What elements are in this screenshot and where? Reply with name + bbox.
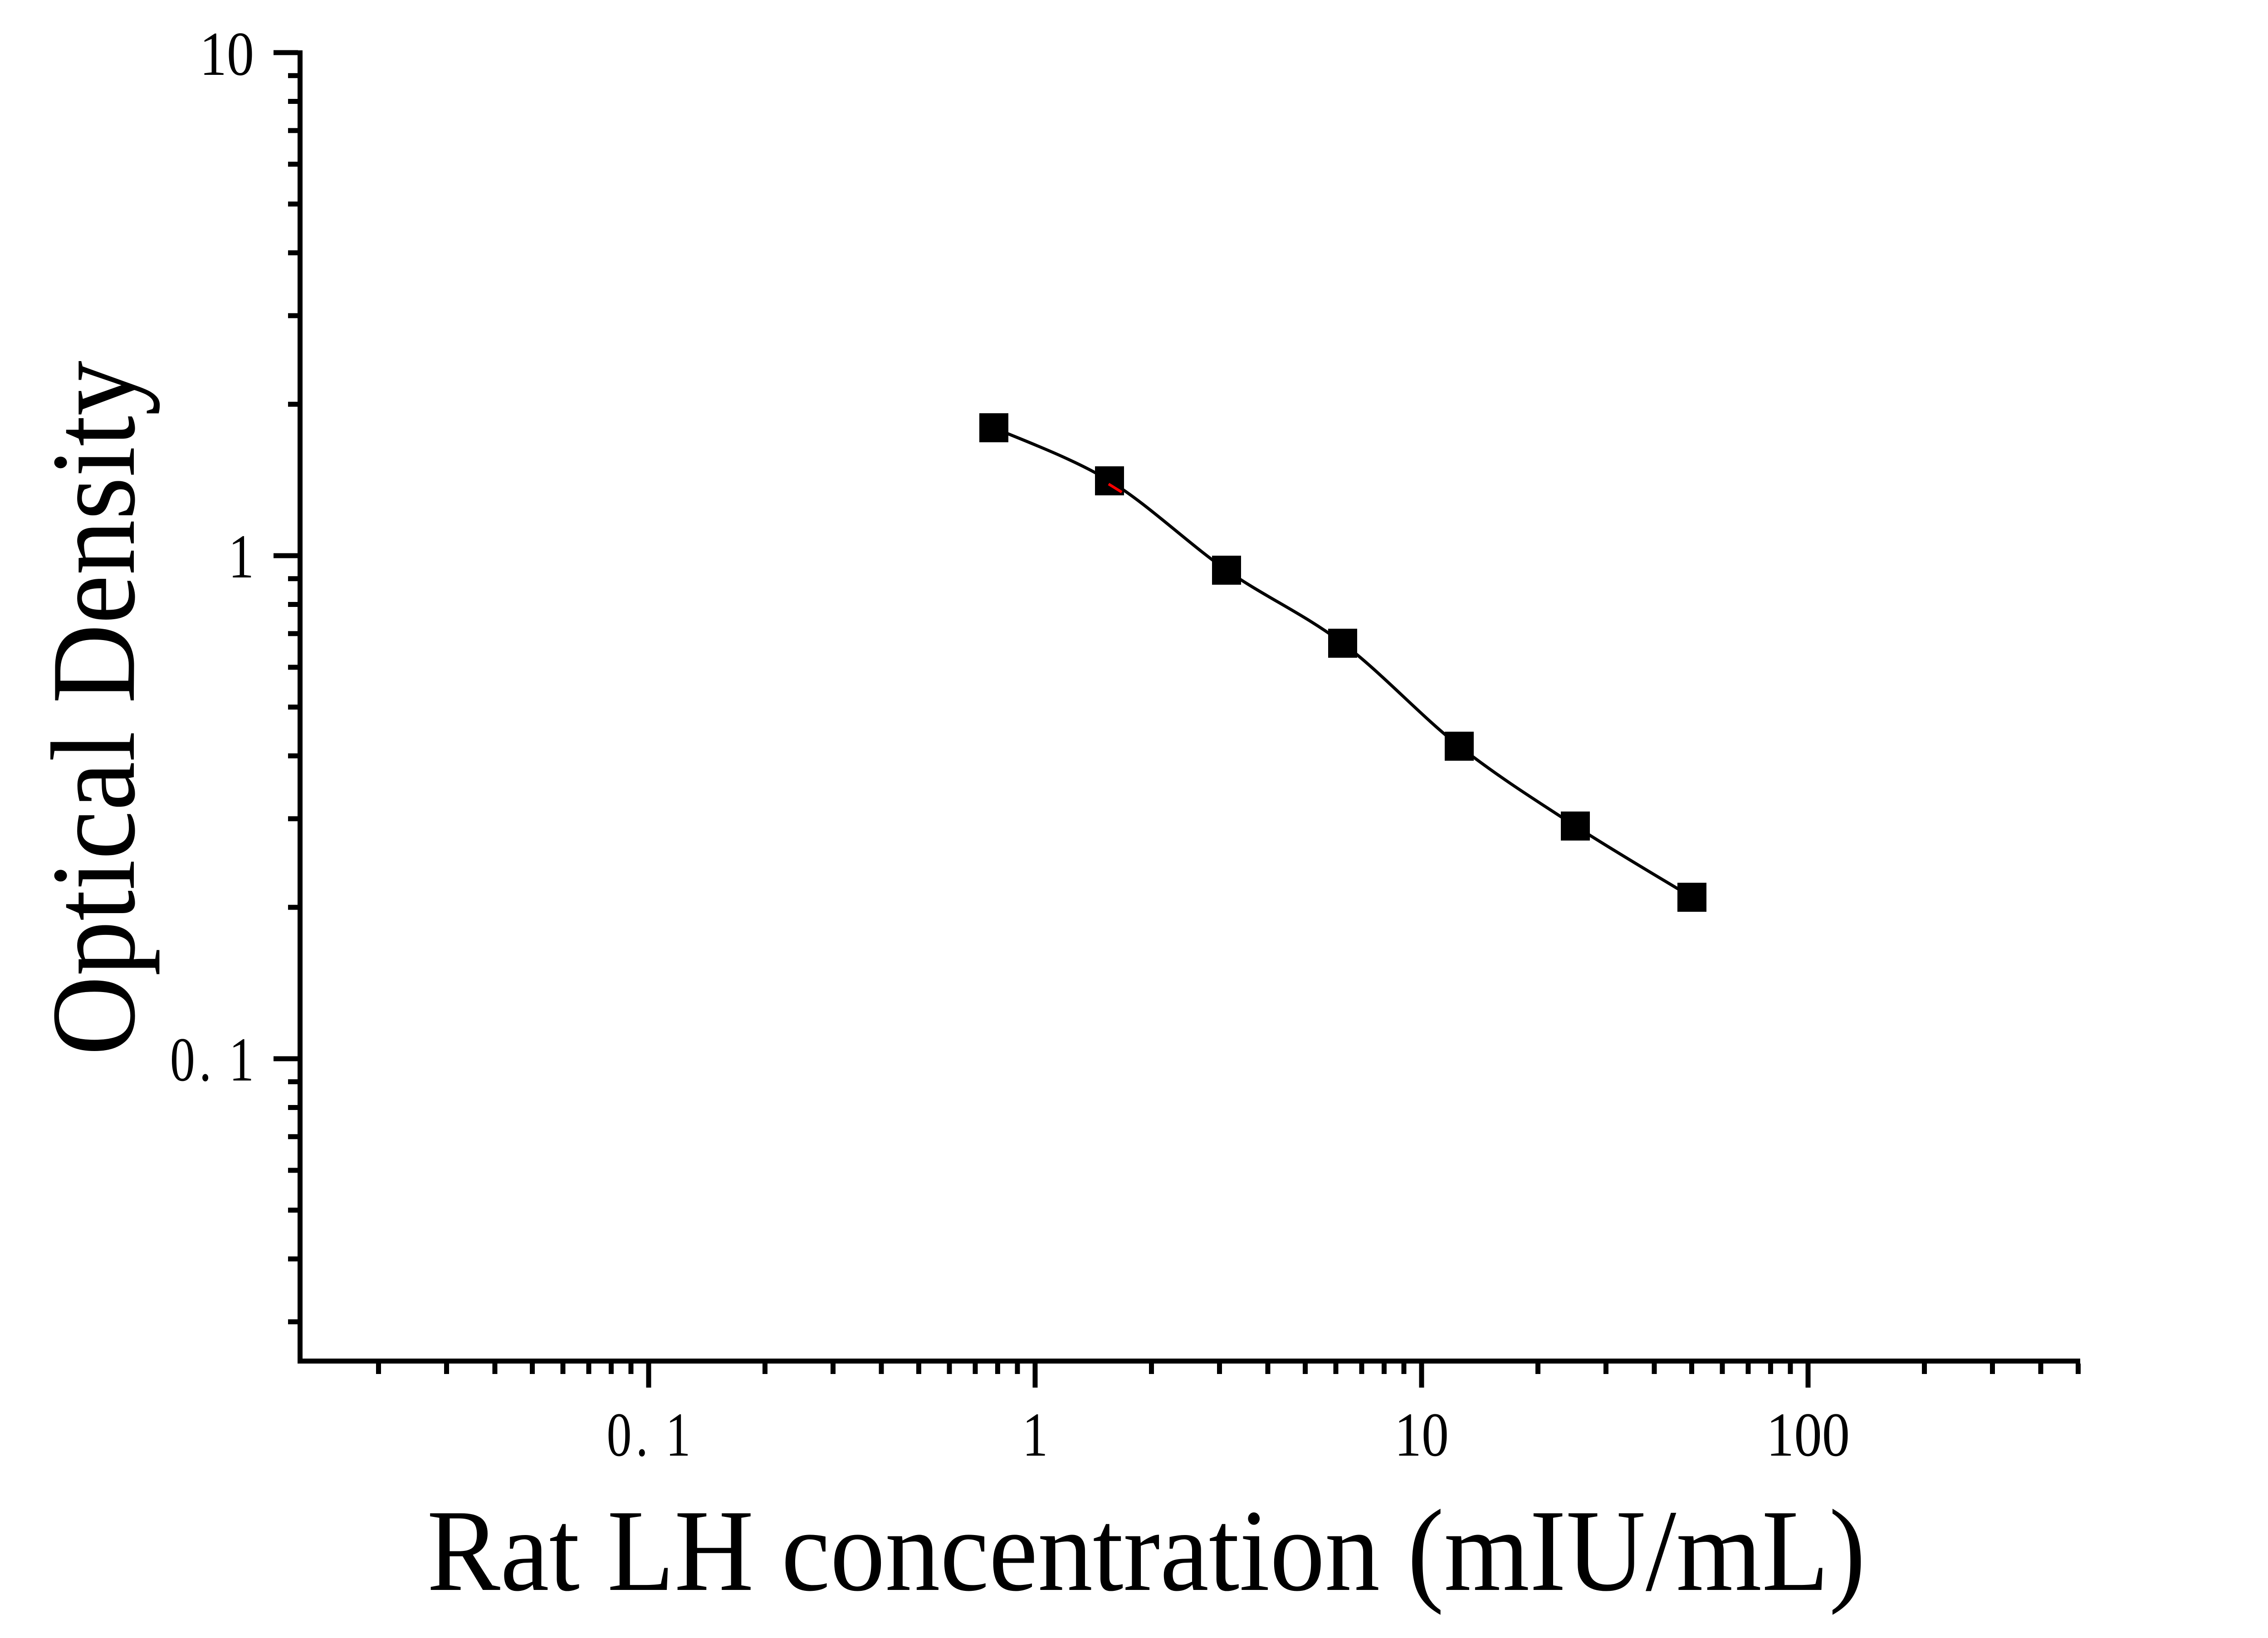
- svg-text:Rat LH concentration (mIU/mL): Rat LH concentration (mIU/mL): [427, 1486, 1866, 1615]
- svg-text:1: 1: [1022, 1401, 1048, 1470]
- svg-text:100: 100: [1766, 1401, 1850, 1470]
- svg-text:10: 10: [200, 19, 254, 88]
- svg-text:1: 1: [228, 523, 254, 592]
- svg-text:Optical Density: Optical Density: [26, 361, 160, 1056]
- svg-text:10: 10: [1394, 1400, 1449, 1469]
